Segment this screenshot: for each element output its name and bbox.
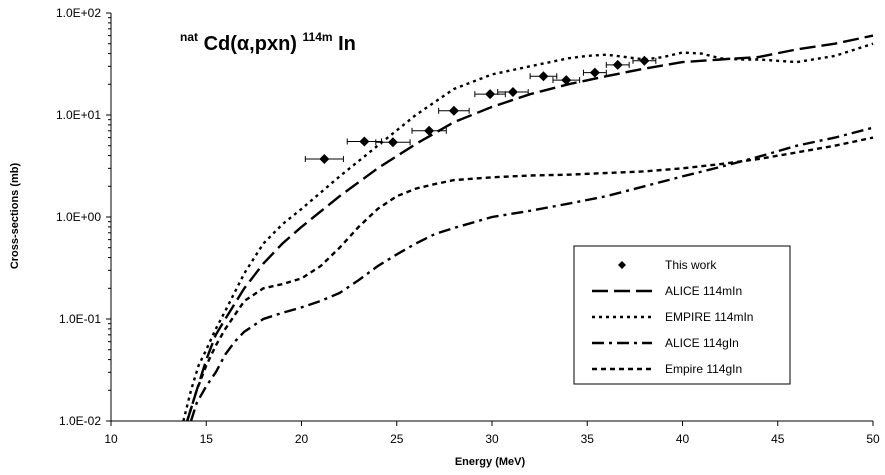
data-point [639,55,650,66]
series-line [186,136,874,422]
x-tick-label: 30 [485,432,499,446]
series-line [189,126,874,422]
y-axis-label: Cross-sections (mb) [9,162,21,269]
x-tick-label: 45 [771,432,785,446]
legend-label: ALICE 114mIn [665,284,742,298]
title-suffix: In [338,33,356,55]
data-point [424,125,435,136]
data-points [304,55,657,165]
title-prefix-sup: nat [180,30,198,44]
data-point [589,67,600,78]
data-point [485,89,496,100]
y-tick-label: 1.0E+02 [56,6,101,20]
x-tick-label: 10 [104,432,118,446]
data-point [561,75,572,86]
data-point [319,154,330,165]
legend-label: EMPIRE 114mIn [665,310,753,324]
legend-label: Empire 114gIn [665,362,742,376]
legend-marker [618,261,626,269]
series-line [186,34,874,422]
y-tick-label: 1.0E-01 [59,312,101,326]
legend-items: This work ALICE 114mIn EMPIRE 114mIn ALICE … [592,258,753,376]
y-tick-label: 1.0E+01 [56,108,101,122]
data-point [507,87,518,98]
legend-label: ALICE 114gIn [665,336,739,350]
legend-box [573,245,791,385]
title-main: Cd(α,pxn) [204,33,297,55]
y-tick-label: 1.0E-02 [59,414,101,428]
data-point [387,137,398,148]
y-tick-label: 1.0E+00 [56,210,101,224]
title-product-sup: 114m [303,30,333,44]
x-tick-label: 25 [390,432,404,446]
x-tick-label: 40 [676,432,690,446]
model-curves [182,34,874,422]
axes: 10 15 20 25 30 35 40 45 50 1.0E-02 1.0E-01 1.0E+00 1… [56,6,880,446]
x-tick-label: 35 [581,432,595,446]
data-point [612,59,623,70]
data-point [359,136,370,147]
data-point [448,105,459,116]
x-tick-label: 50 [866,432,880,446]
series-line [182,42,874,422]
x-tick-label: 20 [295,432,309,446]
legend: This work ALICE 114mIn EMPIRE 114mIn ALICE … [573,245,791,385]
chart-title: nat Cd(α,pxn) 114m In [180,24,356,55]
data-point [538,71,549,82]
legend-label: This work [665,258,717,272]
x-tick-label: 15 [200,432,214,446]
x-axis-label: Energy (MeV) [455,456,526,468]
